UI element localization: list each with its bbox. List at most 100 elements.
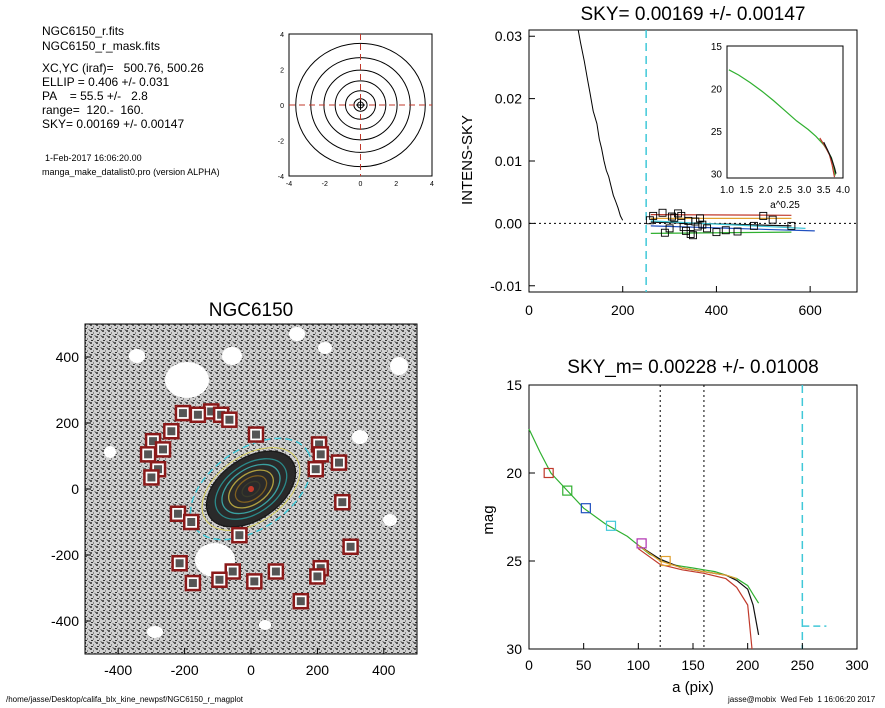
sky-square-marker [721, 226, 730, 235]
contour-center-marker [356, 100, 365, 110]
inset-xtick-label: 2.5 [778, 185, 792, 196]
galaxy-title: NGC6150 [209, 300, 294, 321]
mag-ytick-label: 15 [506, 377, 522, 393]
sky-box-inner [215, 575, 224, 584]
sky-square-marker [749, 221, 758, 230]
mag-xtick-label: 200 [736, 657, 760, 673]
sky-box-inner [311, 465, 320, 474]
sky-box-inner [217, 410, 226, 419]
sky-square-marker [660, 228, 669, 237]
galaxy-xtick-label: -200 [171, 662, 199, 678]
mag-ytick-label: 25 [506, 553, 522, 569]
sky-square-marker [733, 227, 742, 236]
program-name: manga_make_datalist0.pro (version ALPHA) [42, 167, 220, 177]
mag-square-marker [562, 485, 573, 496]
ellipticity: ELLIP = 0.406 +/- 0.031 [42, 75, 170, 89]
sky-ytick-label: 0.03 [495, 28, 522, 44]
sky-value: SKY= 0.00169 +/- 0.00147 [42, 117, 185, 131]
footer-path: /home/jasse/Desktop/califa_blx_kine_newp… [6, 695, 244, 704]
sky-box-inner [346, 542, 355, 551]
mag-square-marker [580, 503, 591, 514]
galaxy-isophote [241, 480, 261, 498]
inset-tick-labels: 1.0 1.5 2.0 2.5 3.0 3.5 4.0 15 20 25 30 [711, 42, 851, 196]
sky-square-marker [693, 222, 702, 231]
contour-xtick-label: -2 [322, 181, 328, 188]
inset-xtick-label: 2.0 [759, 185, 773, 196]
mag-profile-panel: SKY_m= 0.00228 +/- 0.01008 mag a (pix) 0… [480, 357, 869, 695]
galaxy-ytick-label: 200 [56, 415, 80, 431]
inset-xtick-label: 3.0 [797, 185, 811, 196]
inset-ytick-label: 25 [711, 127, 723, 138]
mag-xtick-label: 50 [576, 657, 592, 673]
inset-ytick-label: 20 [711, 85, 723, 96]
sky-box-inner [167, 427, 176, 436]
mag-profile-title: SKY_m= 0.00228 +/- 0.01008 [567, 357, 818, 378]
sky-profile-tick-labels: 0 200 400 600 -0.01 0.00 0.01 0.02 0.03 [490, 28, 822, 318]
sky-xtick-label: 0 [525, 302, 533, 318]
sky-xtick-label: 400 [705, 302, 729, 318]
sky-square-marker [649, 211, 658, 220]
sky-box-inner [271, 567, 280, 576]
mag-xtick-label: 250 [791, 657, 815, 673]
contour-xtick-label: 2 [394, 181, 398, 188]
footer-user: jasse@mobix Wed Feb 1 16:06:20 2017 [728, 695, 876, 704]
mag-profile-xlabel: a (pix) [672, 679, 714, 695]
contour-ytick-label: -4 [278, 174, 284, 181]
sky-xtick-label: 600 [798, 302, 822, 318]
sky-box-inner [188, 579, 197, 588]
sky-line-green [650, 231, 792, 234]
sky-square-marker [658, 208, 667, 217]
mag-xtick-label: 300 [845, 657, 869, 673]
mag-ytick-label: 20 [506, 465, 522, 481]
contour-xtick-label: 0 [359, 181, 363, 188]
inset-xtick-label: 1.5 [739, 185, 753, 196]
sky-box-inner [315, 440, 324, 449]
sky-box-inner [316, 450, 325, 459]
sky-box-inner [334, 458, 343, 467]
galaxy-xtick-label: 400 [372, 662, 396, 678]
sky-profile-panel: SKY= 0.00169 +/- 0.00147 INTENS-SKY 0 200… [459, 4, 858, 318]
sky-xtick-label: 200 [611, 302, 635, 318]
galaxy-isophote [228, 469, 274, 509]
date-stamp: 1-Feb-2017 16:06:20.00 [45, 153, 142, 163]
sky-ytick-label: -0.01 [490, 278, 522, 294]
position-angle: PA = 55.5 +/- 2.8 [42, 89, 148, 103]
sky-square-marker [665, 224, 674, 233]
mag-square-marker [605, 520, 617, 531]
sky-box-inner [296, 597, 305, 606]
galaxy-yellow-isophote [201, 447, 301, 531]
galaxy-isophote [234, 475, 268, 503]
sky-square-marker [787, 221, 796, 230]
inset-xlabel: a^0.25 [770, 200, 800, 211]
isophote-group [189, 437, 313, 541]
center-coords: XC,YC (iraf)= 500.76, 500.26 [42, 61, 204, 75]
contour-xtick-label: 4 [430, 181, 434, 188]
sky-square-marker [703, 224, 712, 233]
sky-box-inner [235, 531, 244, 540]
file-name-mask: NGC6150_r_mask.fits [42, 39, 161, 53]
galaxy-ytick-label: 0 [71, 481, 79, 497]
sky-line-cyan [650, 220, 806, 229]
sky-ytick-label: 0.01 [495, 153, 522, 169]
galaxy-xtick-label: 200 [306, 662, 330, 678]
mag-square-marker [636, 538, 647, 549]
sky-profile-ylabel: INTENS-SKY [459, 115, 476, 205]
sky-box-inner [159, 445, 168, 454]
galaxy-panel: NGC6150 -400 -200 0 200 400 400 200 0 -200 -400 [51, 300, 418, 678]
mag-square-marker [543, 467, 554, 479]
fit-range: range= 120.- 160. [42, 103, 144, 117]
mag-xtick-label: 0 [525, 657, 533, 673]
contour-ytick-label: 2 [280, 68, 284, 75]
sky-box-inner [251, 430, 260, 439]
sky-box-inner [149, 437, 158, 446]
mag-series-orange [637, 544, 737, 580]
sky-square-marker [691, 217, 700, 226]
sky-profile-line [577, 29, 624, 221]
contour-xtick-label: -4 [286, 181, 292, 188]
galaxy-tick-labels: -400 -200 0 200 400 400 200 0 -200 -400 [51, 349, 396, 678]
sky-box-inner [147, 473, 156, 482]
sky-box-inner [228, 567, 237, 576]
contour-ytick-label: -2 [278, 139, 284, 146]
sky-square-marker [759, 211, 768, 220]
mag-profile-frame [528, 384, 858, 650]
